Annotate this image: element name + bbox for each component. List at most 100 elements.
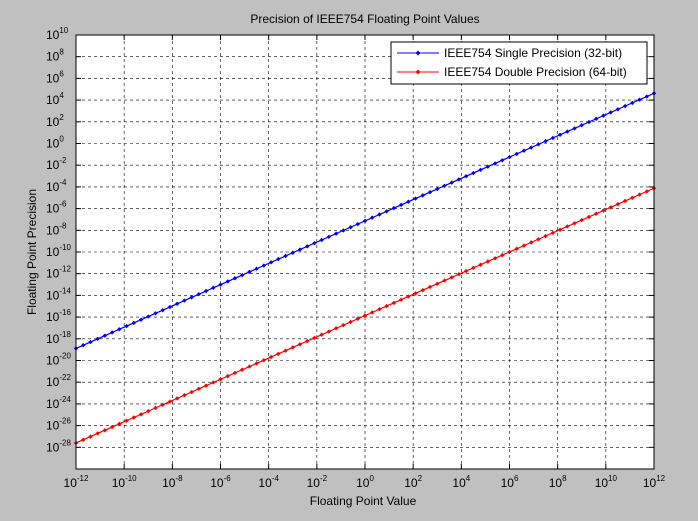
series-point-0 <box>124 323 129 329</box>
legend-label-single: IEEE754 Single Precision (32-bit) <box>444 46 622 60</box>
x-tick-label: 10-6 <box>210 474 231 490</box>
y-tick-label: 106 <box>46 69 64 85</box>
series-point-1 <box>160 402 165 407</box>
x-tick-exp: -10 <box>125 474 137 483</box>
series-point-1 <box>81 437 86 442</box>
series-point-0 <box>406 199 411 204</box>
x-tick-base: 10 <box>64 476 78 490</box>
series-point-0 <box>283 253 288 259</box>
series-point-1 <box>333 326 339 331</box>
series-point-0 <box>348 225 353 230</box>
series-point-0 <box>109 330 115 335</box>
series-point-0 <box>644 94 649 99</box>
series-point-1 <box>500 252 505 258</box>
y-tick-label: 10-4 <box>46 178 67 194</box>
y-tick-label: 102 <box>46 113 64 129</box>
series-point-1 <box>174 396 180 401</box>
series-point-1 <box>377 307 382 312</box>
series-point-0 <box>543 138 548 144</box>
x-tick-label: 10-8 <box>162 474 183 490</box>
series-point-1 <box>420 287 425 293</box>
series-point-0 <box>247 269 252 275</box>
x-tick-exp: -6 <box>224 474 232 483</box>
series-point-0 <box>514 151 519 157</box>
y-tick-base: 10 <box>46 202 60 216</box>
series-point-1 <box>203 383 209 388</box>
series-point-1 <box>507 249 512 255</box>
series-point-1 <box>485 259 491 264</box>
y-tick-base: 10 <box>46 93 60 107</box>
series-point-0 <box>362 218 368 224</box>
y-tick-exp: 10 <box>59 26 68 35</box>
y-tick-label: 10-18 <box>46 330 71 346</box>
series-point-1 <box>615 201 621 207</box>
x-tick-base: 10 <box>404 476 418 490</box>
x-tick-label: 1010 <box>595 474 618 490</box>
series-point-1 <box>557 227 563 232</box>
series-point-1 <box>254 361 259 366</box>
series-point-0 <box>218 282 223 287</box>
y-tick-exp: -8 <box>59 221 67 230</box>
series-point-0 <box>153 311 158 316</box>
series-point-1 <box>579 217 584 223</box>
x-tick-exp: 10 <box>608 474 617 483</box>
y-tick-exp: -16 <box>59 308 71 317</box>
series-point-1 <box>319 332 324 337</box>
series-point-1 <box>95 431 100 436</box>
y-tick-base: 10 <box>46 115 60 129</box>
series-point-0 <box>391 205 397 211</box>
x-tick-exp: 0 <box>369 474 374 483</box>
series-point-0 <box>174 301 180 306</box>
series-point-0 <box>630 100 635 106</box>
series-point-1 <box>225 373 230 379</box>
x-tick-base: 10 <box>356 476 370 490</box>
series-point-0 <box>550 135 556 141</box>
series-point-1 <box>268 354 274 360</box>
x-tick-base: 10 <box>452 476 466 490</box>
y-tick-labels: 101010810610410210010-210-410-610-810-10… <box>46 26 71 454</box>
series-point-0 <box>528 145 534 150</box>
y-tick-exp: -26 <box>59 417 71 426</box>
series-point-1 <box>644 189 649 194</box>
x-tick-labels: 10-12 10-10 10-8 10-6 10-4 10-2 100 102 104 106 10… <box>64 474 666 490</box>
series-point-0 <box>492 161 498 166</box>
y-tick-base: 10 <box>46 71 60 85</box>
y-tick-base: 10 <box>46 375 60 389</box>
series-point-0 <box>297 247 303 252</box>
series-point-1 <box>153 405 158 411</box>
series-point-0 <box>326 234 332 240</box>
series-point-0 <box>435 186 440 192</box>
y-tick-base: 10 <box>46 267 60 281</box>
series-point-0 <box>225 279 230 284</box>
series-point-0 <box>312 240 317 246</box>
legend: IEEE754 Single Precision (32-bit) IEEE75… <box>390 41 648 85</box>
series-point-0 <box>615 107 621 112</box>
x-tick-exp: -12 <box>77 474 89 483</box>
series-point-0 <box>586 119 592 125</box>
series-point-1 <box>247 364 252 369</box>
series-point-1 <box>276 351 281 357</box>
y-tick-label: 100 <box>46 135 64 151</box>
series-point-0 <box>521 148 527 153</box>
series-point-0 <box>370 215 375 220</box>
series-point-1 <box>189 389 194 395</box>
y-tick-base: 10 <box>46 310 60 324</box>
x-tick-base: 10 <box>258 476 272 490</box>
x-tick-exp: 8 <box>562 474 567 483</box>
y-tick-base: 10 <box>46 419 60 433</box>
y-tick-exp: -4 <box>59 178 67 187</box>
series-point-1 <box>261 357 267 363</box>
series-point-1 <box>514 246 519 251</box>
series-point-1 <box>196 386 202 392</box>
series-point-0 <box>536 142 541 147</box>
series-point-1 <box>463 268 469 274</box>
series-point-1 <box>608 205 613 210</box>
series-point-1 <box>312 335 317 341</box>
series-point-0 <box>211 285 216 291</box>
series-point-1 <box>341 322 346 328</box>
series-point-0 <box>88 339 93 345</box>
series-point-0 <box>81 343 86 348</box>
y-tick-base: 10 <box>46 332 60 346</box>
series-point-0 <box>319 237 324 243</box>
y-tick-label: 10-20 <box>46 352 71 368</box>
